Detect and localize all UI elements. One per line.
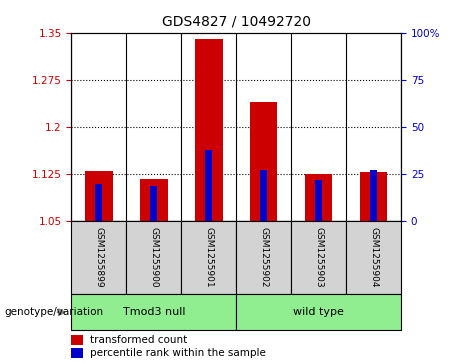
Text: GSM1255900: GSM1255900 [149, 227, 159, 288]
Bar [236, 221, 291, 294]
Bar [140, 179, 168, 221]
Bar [71, 348, 83, 358]
Bar [370, 171, 377, 221]
Bar [85, 171, 112, 221]
Bar [236, 294, 401, 330]
Bar [71, 335, 83, 345]
Bar [126, 221, 181, 294]
Bar [71, 221, 126, 294]
Bar [315, 180, 322, 221]
Text: Tmod3 null: Tmod3 null [123, 307, 185, 317]
Bar [260, 171, 267, 221]
Text: GSM1255899: GSM1255899 [95, 227, 103, 288]
Text: GSM1255902: GSM1255902 [259, 228, 268, 288]
Bar [205, 150, 213, 221]
Text: GSM1255904: GSM1255904 [369, 228, 378, 288]
Title: GDS4827 / 10492720: GDS4827 / 10492720 [162, 15, 311, 29]
Bar [181, 221, 236, 294]
Bar [195, 39, 223, 221]
Bar [95, 184, 102, 221]
Bar [291, 221, 346, 294]
Text: genotype/variation: genotype/variation [5, 307, 104, 317]
Bar [305, 174, 332, 221]
Text: GSM1255903: GSM1255903 [314, 227, 323, 288]
Bar [150, 185, 157, 221]
Text: GSM1255901: GSM1255901 [204, 227, 213, 288]
Text: wild type: wild type [293, 307, 344, 317]
Bar [346, 221, 401, 294]
Bar [71, 294, 236, 330]
Text: percentile rank within the sample: percentile rank within the sample [89, 348, 266, 358]
Bar [250, 102, 278, 221]
Text: transformed count: transformed count [89, 335, 187, 345]
Bar [360, 172, 387, 221]
